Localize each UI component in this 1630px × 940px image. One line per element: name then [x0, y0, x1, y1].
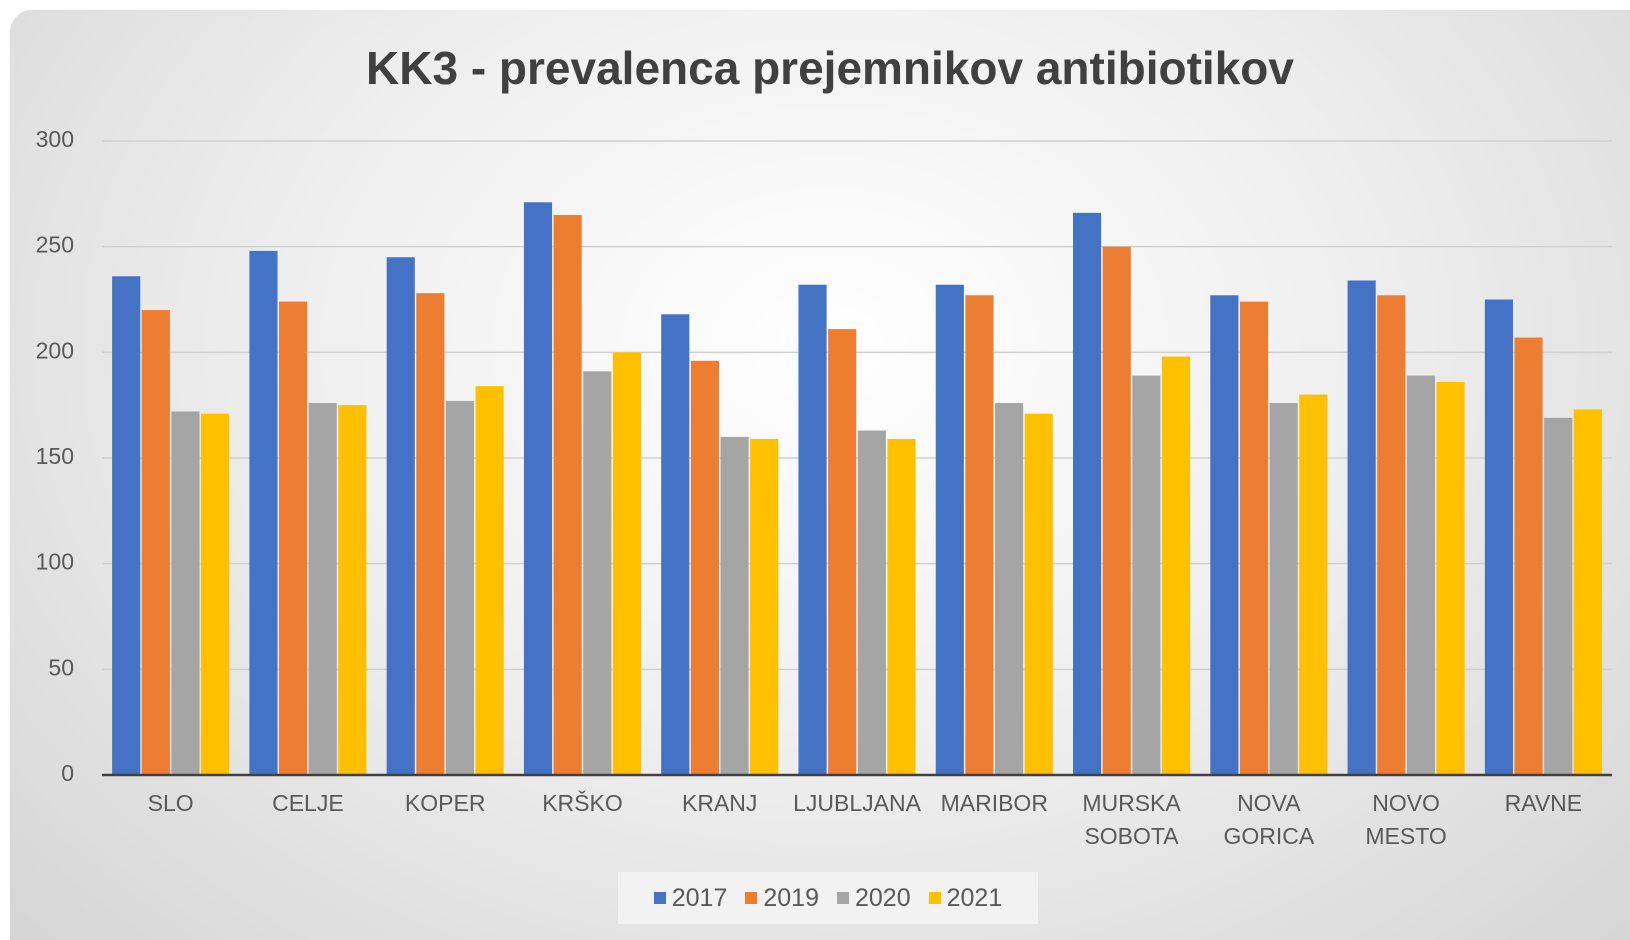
bar [112, 276, 141, 775]
y-tick-label: 150 [36, 443, 74, 469]
bar [661, 314, 690, 775]
x-tick-label: KOPER [404, 790, 486, 816]
bar [1102, 246, 1131, 775]
bar [1544, 417, 1573, 775]
bar [1024, 413, 1053, 775]
bar [279, 301, 308, 775]
bar [828, 329, 857, 775]
bar [338, 405, 367, 775]
chart-title: KK3 - prevalenca prejemnikov antibiotiko… [366, 42, 1294, 94]
bar [445, 400, 475, 775]
bar [1377, 295, 1406, 775]
bar [995, 403, 1024, 775]
legend-label: 2017 [671, 883, 728, 912]
bar [308, 403, 337, 775]
legend-label: 2019 [763, 883, 819, 912]
x-tick-label: KRŠKO [542, 790, 623, 816]
bar [416, 293, 445, 775]
legend-swatch [653, 892, 666, 904]
x-tick-label: LJUBLJANA [793, 790, 921, 816]
bar [1073, 212, 1102, 775]
bar [553, 214, 582, 775]
bar [523, 202, 553, 775]
legend-item: 2021 [928, 883, 1003, 913]
bar [857, 430, 886, 775]
bar [1299, 394, 1328, 775]
bar [1132, 375, 1161, 775]
bar [965, 295, 994, 775]
bar [1406, 375, 1435, 775]
bar [1436, 381, 1465, 775]
x-tick-label: KRANJ [682, 790, 758, 816]
bar [1161, 356, 1191, 775]
x-tick-label: MARIBOR [940, 790, 1048, 816]
bar [583, 371, 612, 775]
bar [141, 310, 170, 775]
legend-item: 2017 [653, 883, 728, 913]
bar [386, 257, 415, 775]
x-tick-label: CELJE [272, 790, 344, 816]
legend-label: 2020 [855, 883, 911, 912]
bar [690, 360, 719, 775]
bar [475, 386, 504, 775]
legend-swatch [745, 892, 758, 904]
y-tick-label: 50 [48, 654, 74, 680]
x-tick-label: RAVNE [1504, 790, 1583, 816]
bar [249, 250, 278, 776]
legend-swatch [928, 892, 941, 904]
bar [612, 352, 641, 775]
legend-item: 2019 [745, 884, 819, 913]
bar [887, 438, 916, 775]
bar [1347, 280, 1376, 775]
x-tick-label: NOVA GORICA [1223, 790, 1315, 849]
bar [720, 436, 749, 775]
bar [935, 284, 964, 775]
y-tick-label: 0 [61, 760, 74, 786]
legend-item: 2020 [837, 884, 911, 913]
x-tick-label: NOVO MESTO [1365, 790, 1447, 849]
legend-swatch [837, 892, 849, 904]
y-tick-label: 100 [36, 549, 74, 575]
legend: 2017 2019 2020 2021 [618, 872, 1038, 924]
bar [798, 284, 827, 775]
y-tick-label: 200 [36, 337, 74, 363]
bar [1514, 337, 1543, 775]
bar [1269, 403, 1298, 775]
bar [201, 413, 230, 775]
bar [1239, 301, 1269, 775]
x-tick-label: MURSKA SOBOTA [1082, 790, 1181, 849]
bar [1484, 299, 1513, 775]
y-tick-label: 250 [36, 232, 74, 258]
y-tick-label: 300 [36, 126, 74, 152]
bar [171, 411, 200, 775]
bar [1573, 409, 1602, 775]
legend-label: 2021 [946, 883, 1003, 912]
bar [1210, 295, 1239, 775]
x-tick-label: SLO [147, 790, 194, 816]
bar [750, 438, 779, 775]
